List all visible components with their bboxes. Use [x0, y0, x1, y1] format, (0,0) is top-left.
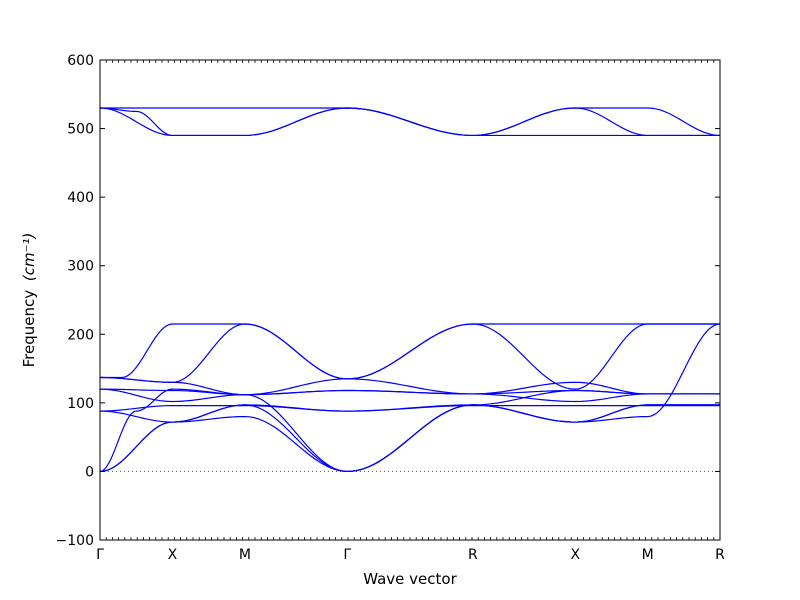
x-tick-label: R [715, 547, 725, 563]
y-tick-label: 200 [67, 327, 94, 343]
x-tick-label: Γ [343, 547, 351, 563]
plot-area [100, 107, 720, 473]
y-tick-label: 400 [67, 190, 94, 206]
y-axis-label-unit: (cm⁻¹) [20, 233, 38, 282]
y-tick-label: −100 [56, 533, 94, 549]
x-tick-label: M [642, 547, 654, 563]
band-line [100, 388, 720, 403]
y-axis-label-text: Frequency [20, 290, 38, 368]
x-tick-label: R [468, 547, 478, 563]
x-axis-label: Wave vector [363, 570, 457, 588]
band-line [100, 107, 720, 137]
y-tick-label: 500 [67, 122, 94, 138]
x-tick-label: M [239, 547, 251, 563]
y-tick-label: 100 [67, 396, 94, 412]
y-axis-label: Frequency (cm⁻¹) [20, 233, 38, 368]
y-tick-label: 0 [85, 464, 94, 480]
axes: −100 0 100 200 300 400 500 600 Γ X M Γ R X M R [56, 53, 726, 563]
band-line [100, 323, 720, 390]
x-tick-label: X [168, 547, 178, 563]
y-tick-label: 300 [67, 259, 94, 275]
x-tick-label: X [570, 547, 580, 563]
x-tick-label: Γ [96, 547, 104, 563]
band-line [100, 388, 720, 473]
y-tick-label: 600 [67, 53, 94, 69]
